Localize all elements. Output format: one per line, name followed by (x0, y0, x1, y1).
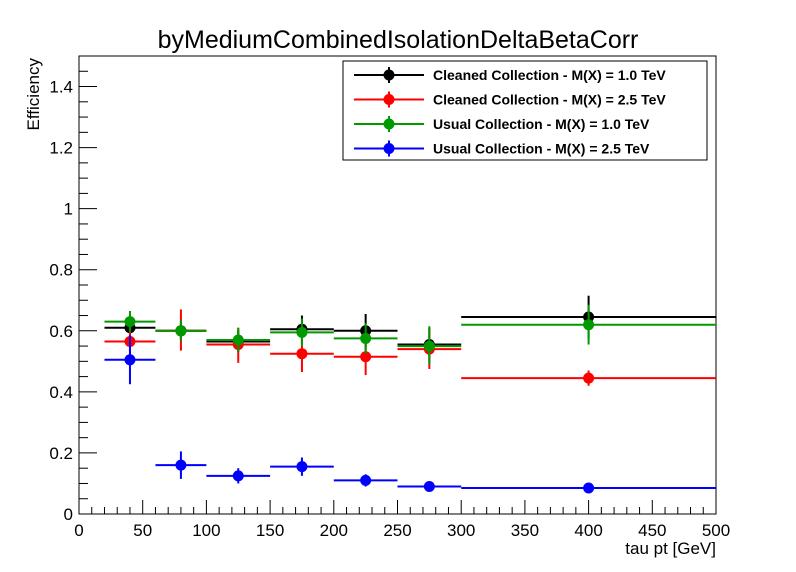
y-tick-label: 0.2 (49, 444, 73, 463)
legend-box (342, 60, 708, 161)
data-point (175, 325, 187, 337)
data-point (232, 470, 244, 482)
data-point (423, 481, 435, 493)
y-tick-label: 1.4 (49, 78, 73, 97)
data-point (360, 332, 372, 344)
data-point (583, 482, 595, 494)
x-tick-label: 450 (638, 521, 666, 540)
data-point (423, 340, 435, 352)
x-axis-title: tau pt [GeV] (625, 539, 716, 558)
data-point (124, 354, 136, 366)
legend-label: Usual Collection - M(X) = 1.0 TeV (433, 116, 650, 132)
data-point (583, 372, 595, 384)
y-tick-label: 0 (64, 505, 73, 524)
series-2 (104, 304, 716, 365)
chart-title: byMediumCombinedIsolationDeltaBetaCorr (158, 26, 639, 54)
x-tick-label: 0 (74, 521, 83, 540)
x-tick-label: 250 (383, 521, 411, 540)
x-tick-label: 300 (447, 521, 475, 540)
x-tick-label: 350 (511, 521, 539, 540)
data-point (232, 334, 244, 346)
data-point (360, 474, 372, 486)
y-tick-label: 1.2 (49, 139, 73, 158)
data-point (583, 319, 595, 331)
legend-label: Cleaned Collection - M(X) = 2.5 TeV (433, 92, 666, 108)
legend-label: Cleaned Collection - M(X) = 1.0 TeV (433, 67, 666, 83)
y-tick-label: 0.6 (49, 322, 73, 341)
data-point (124, 316, 136, 328)
x-tick-label: 100 (192, 521, 220, 540)
x-tick-label: 150 (256, 521, 284, 540)
x-tick-label: 200 (320, 521, 348, 540)
series-1 (104, 309, 716, 386)
data-point (296, 461, 308, 473)
legend-marker (383, 118, 395, 130)
data-point (175, 459, 187, 471)
data-point (360, 351, 372, 363)
x-tick-label: 500 (702, 521, 730, 540)
legend-marker (383, 69, 395, 81)
legend-marker (383, 94, 395, 105)
x-tick-label: 50 (133, 521, 152, 540)
x-tick-label: 400 (574, 521, 602, 540)
y-tick-label: 1 (64, 200, 73, 219)
data-point (296, 348, 308, 360)
legend-label: Usual Collection - M(X) = 2.5 TeV (433, 141, 650, 157)
data-point (296, 326, 308, 338)
y-tick-label: 0.4 (49, 383, 73, 402)
y-axis-title: Efficiency (24, 58, 43, 131)
legend-marker (383, 143, 395, 154)
series-0 (104, 295, 716, 362)
y-tick-label: 0.8 (49, 261, 73, 280)
series-3 (104, 335, 716, 494)
